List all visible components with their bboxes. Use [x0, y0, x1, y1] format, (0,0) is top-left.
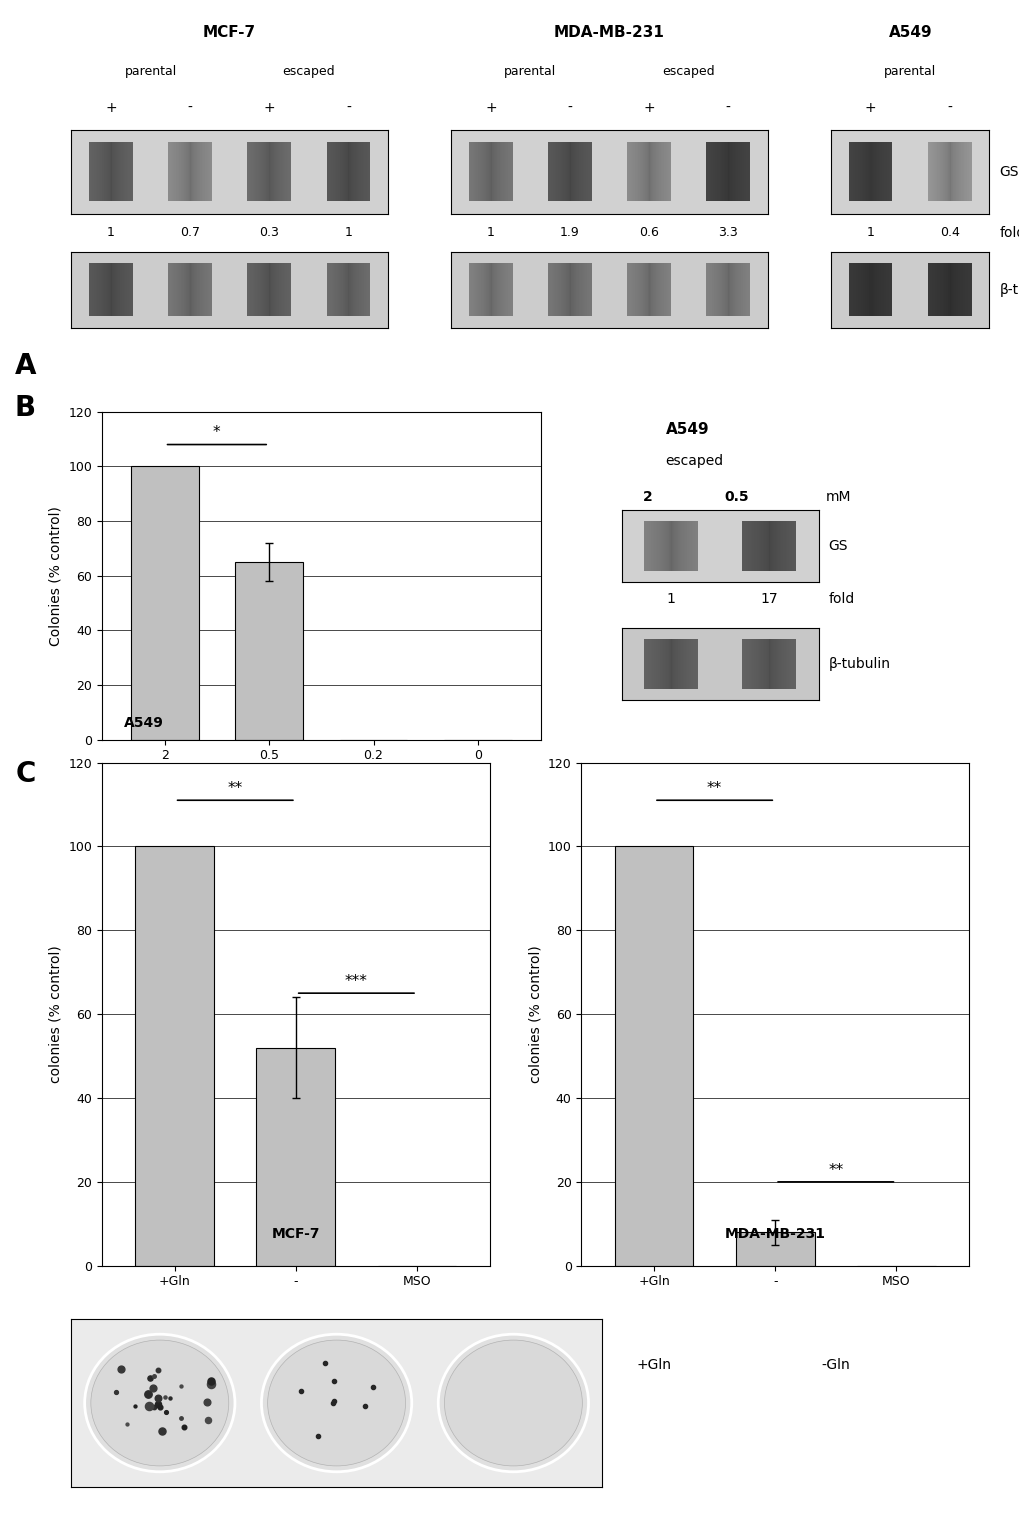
Text: parental: parental	[124, 66, 176, 78]
Text: -: -	[345, 101, 351, 116]
Ellipse shape	[261, 1334, 412, 1472]
Text: parental: parental	[883, 66, 935, 78]
Text: A549: A549	[888, 24, 931, 40]
Text: mM: mM	[825, 491, 851, 505]
Text: +Gln: +Gln	[636, 1357, 671, 1372]
Text: 0.4: 0.4	[938, 226, 959, 239]
Bar	[235, 563, 303, 740]
Text: 1: 1	[866, 226, 873, 239]
Text: *: *	[213, 425, 220, 441]
Text: +: +	[263, 101, 275, 116]
Ellipse shape	[267, 1340, 406, 1466]
Text: 17: 17	[760, 592, 777, 605]
Text: 0.6: 0.6	[639, 226, 658, 239]
Text: MCF-7: MCF-7	[271, 1226, 320, 1241]
Text: fold: fold	[828, 592, 854, 605]
X-axis label: Gln (mM): Gln (mM)	[289, 766, 353, 779]
Text: parental: parental	[503, 66, 556, 78]
Bar	[614, 846, 693, 1266]
Text: escaped: escaped	[282, 66, 335, 78]
Text: ***: ***	[344, 974, 368, 990]
Y-axis label: colonies (% control): colonies (% control)	[528, 946, 542, 1083]
Text: -Gln: -Gln	[820, 1357, 849, 1372]
Text: A549: A549	[664, 421, 708, 436]
Text: MDA-MB-231: MDA-MB-231	[723, 1226, 825, 1241]
Text: **: **	[827, 1162, 843, 1177]
Text: 0.7: 0.7	[180, 226, 200, 239]
Y-axis label: colonies (% control): colonies (% control)	[49, 946, 63, 1083]
Text: +: +	[643, 101, 654, 116]
Ellipse shape	[85, 1334, 234, 1472]
Text: 3.3: 3.3	[717, 226, 738, 239]
Bar	[136, 846, 214, 1266]
Text: 1.9: 1.9	[559, 226, 579, 239]
Bar	[735, 1232, 814, 1266]
Ellipse shape	[438, 1334, 588, 1472]
Text: +: +	[864, 101, 875, 116]
Text: 0.3: 0.3	[259, 226, 279, 239]
Text: +: +	[485, 101, 496, 116]
Text: -Gln: -Gln	[341, 1357, 370, 1372]
Ellipse shape	[444, 1340, 582, 1466]
Text: escaped: escaped	[664, 454, 722, 468]
Text: 0.5: 0.5	[723, 491, 749, 505]
Text: 1: 1	[344, 226, 352, 239]
Text: +Gln: +Gln	[157, 1357, 192, 1372]
Text: +: +	[105, 101, 116, 116]
Y-axis label: Colonies (% control): Colonies (% control)	[49, 506, 63, 645]
Bar	[130, 467, 199, 740]
Text: B: B	[15, 393, 36, 422]
Text: **: **	[706, 781, 721, 796]
Text: -: -	[187, 101, 193, 116]
Bar	[256, 1048, 335, 1266]
Text: GS: GS	[828, 540, 848, 554]
Text: fold: fold	[999, 226, 1019, 239]
Text: -: -	[947, 101, 952, 116]
Text: β-tubulin: β-tubulin	[999, 282, 1019, 297]
Text: -: -	[726, 101, 730, 116]
Text: β-tubulin: β-tubulin	[828, 657, 890, 671]
Text: -: -	[567, 101, 572, 116]
Text: A: A	[14, 352, 37, 380]
Text: MDA-MB-231: MDA-MB-231	[553, 24, 664, 40]
Text: MCF-7: MCF-7	[203, 24, 256, 40]
Text: GS: GS	[999, 165, 1018, 178]
Text: A549: A549	[124, 715, 164, 730]
Text: C: C	[15, 759, 36, 788]
Text: 1: 1	[666, 592, 675, 605]
Text: escaped: escaped	[661, 66, 714, 78]
Text: **: **	[227, 781, 243, 796]
Text: 1: 1	[107, 226, 115, 239]
Text: 2: 2	[642, 491, 652, 505]
Text: 1: 1	[486, 226, 494, 239]
Ellipse shape	[91, 1340, 228, 1466]
